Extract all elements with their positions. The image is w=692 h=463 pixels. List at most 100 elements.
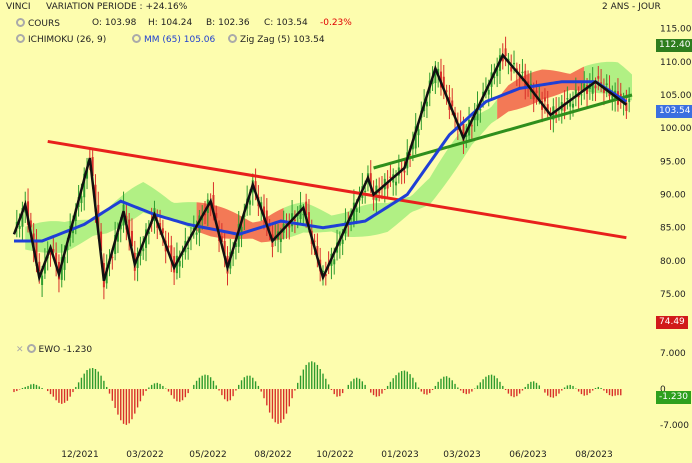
candle [476,104,479,121]
candle [29,220,32,228]
candle [63,256,66,270]
gear-icon[interactable] [16,34,25,43]
candle [198,215,201,233]
close-icon[interactable]: ✕ [16,345,24,355]
candle [543,97,546,102]
candle [411,141,414,150]
candle [350,218,353,220]
candle [43,261,46,274]
legend-ewo[interactable]: ✕ EWO -1.230 [16,344,93,355]
candle [52,249,55,252]
low-price-tag: 74.49 [656,316,688,329]
last-price-tag: 103.54 [656,105,692,118]
legend-cours[interactable]: COURS [16,18,60,29]
candle [521,71,524,74]
price-tick-label: 110.00 [660,58,692,68]
instrument-name: VINCI [6,2,31,12]
x-tick-label: 08/2022 [254,450,291,460]
period-label: 2 ANS - JOUR [602,2,661,12]
candle [594,85,597,89]
legend-mm[interactable]: MM (65) 105.06 [132,34,215,45]
gear-icon[interactable] [16,18,25,27]
candle [119,224,122,230]
candle [378,190,381,194]
legend-open: O: 103.98 [92,18,137,28]
candle [574,89,577,98]
legend-zigzag[interactable]: Zig Zag (5) 103.54 [228,34,325,45]
x-tick-label: 05/2022 [189,450,226,460]
candle [386,182,389,189]
candle [248,200,251,205]
candle [223,240,226,255]
candle [305,201,308,215]
ewo-tick-label: 7.000 [660,349,686,359]
candle [159,223,162,229]
candle [403,170,406,173]
candle [307,212,310,226]
candle [611,95,614,99]
candle [111,256,114,258]
candle [389,176,392,178]
gear-icon[interactable] [132,34,141,43]
x-tick-label: 01/2023 [381,450,418,460]
candle [504,48,507,57]
x-tick-label: 10/2022 [316,450,353,460]
candle [510,66,513,72]
candle [170,245,173,260]
price-tick-label: 85.00 [660,224,686,234]
ewo-value-tag: -1.230 [656,391,692,404]
candle [628,98,631,103]
candle [496,68,499,77]
candle [625,102,628,111]
candle [619,93,622,98]
candle [532,90,535,100]
candle [91,157,94,176]
ma65-line [14,80,628,243]
candle [285,221,288,227]
legend-change: -0.23% [320,18,352,28]
candle [583,83,586,92]
candle [38,261,41,272]
candle [493,76,496,78]
x-tick-label: 12/2021 [61,450,98,460]
candle [451,100,454,107]
candle [302,214,305,216]
legend-ichimoku[interactable]: ICHIMOKU (26, 9) [16,34,106,45]
candle [546,104,549,114]
candle [487,89,490,95]
candle [333,259,336,265]
candle [322,270,324,273]
gear-icon[interactable] [26,344,36,353]
candle [147,231,150,234]
candle [80,196,83,204]
gear-icon[interactable] [228,34,237,43]
candle [215,212,218,219]
x-tick-label: 06/2023 [509,450,546,460]
candle [445,90,448,92]
candle [130,230,133,247]
candle [437,68,440,75]
candle [572,103,575,108]
candle [316,246,319,260]
candle [369,173,372,186]
price-tick-label: 80.00 [660,257,686,267]
ewo-tick-label: -7.000 [660,421,689,431]
candle [597,76,600,79]
candle [105,267,108,284]
candle [288,223,291,228]
candle [279,238,282,243]
x-tick-label: 08/2023 [575,450,612,460]
candle [569,99,572,107]
candle [195,232,198,235]
candle [100,231,103,251]
candle [220,236,223,242]
variation-period: VARIATION PERIODE : +24.16% [46,2,188,12]
candle [501,56,504,62]
candle [116,232,119,242]
candle [293,219,296,221]
candle [161,228,164,234]
candle [605,83,608,85]
candle [41,275,44,285]
candle [518,75,521,80]
